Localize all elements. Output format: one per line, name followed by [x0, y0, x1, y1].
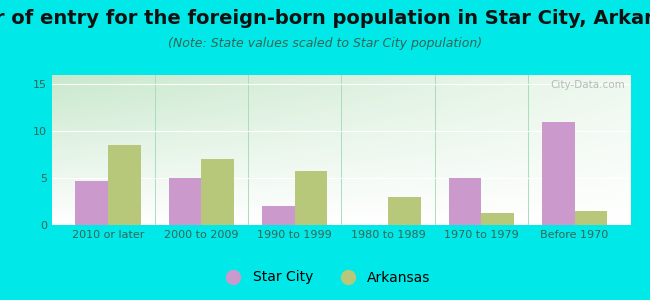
Bar [294, 171, 327, 225]
Bar [388, 197, 421, 225]
Bar [202, 159, 234, 225]
Bar [75, 181, 108, 225]
Text: Year of entry for the foreign-born population in Star City, Arkansas: Year of entry for the foreign-born popul… [0, 9, 650, 28]
Bar [575, 211, 607, 225]
Text: City-Data.com: City-Data.com [550, 80, 625, 89]
Bar [262, 206, 294, 225]
Bar [448, 178, 481, 225]
Bar [542, 122, 575, 225]
Legend: Star City, Arkansas: Star City, Arkansas [214, 265, 436, 290]
Bar [481, 213, 514, 225]
Text: (Note: State values scaled to Star City population): (Note: State values scaled to Star City … [168, 38, 482, 50]
Bar [108, 145, 140, 225]
Bar [168, 178, 202, 225]
